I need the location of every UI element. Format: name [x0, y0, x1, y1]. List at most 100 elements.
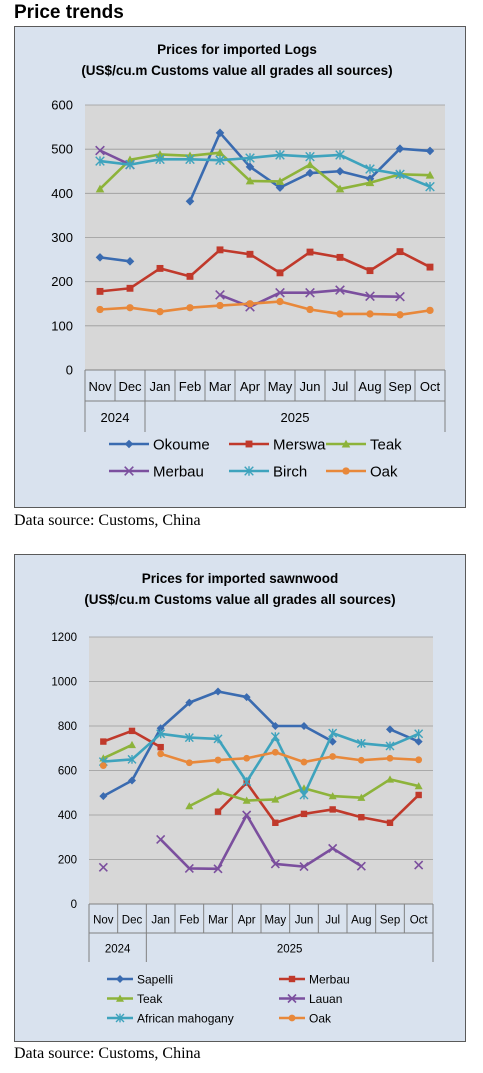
data-point: [156, 729, 166, 739]
legend-marker: [288, 1014, 296, 1022]
x-axis: Nov Dec Jan Feb Mar Apr May Jun Jul Aug Sep Oct 2024…: [88, 903, 434, 962]
data-point: [335, 150, 345, 160]
data-point: [306, 305, 314, 314]
x-tick-label: Feb: [179, 379, 201, 394]
legend-marker: [245, 440, 253, 448]
data-point: [275, 287, 285, 298]
data-point: [185, 196, 195, 206]
data-point: [95, 253, 105, 262]
data-point: [306, 248, 314, 256]
data-point: [156, 308, 164, 316]
data-point: [300, 722, 308, 730]
data-point: [155, 150, 165, 158]
data-point: [357, 793, 366, 801]
x-tick-label: Jul: [325, 915, 340, 927]
x-tick-label: Jun: [300, 379, 321, 394]
data-point: [305, 151, 315, 162]
data-point: [365, 291, 375, 302]
data-point: [213, 864, 223, 874]
data-point: [385, 741, 395, 751]
data-point: [425, 181, 435, 192]
data-point: [184, 733, 194, 743]
y-tick-label: 100: [51, 318, 73, 333]
series-oak: [99, 748, 423, 770]
data-point: [415, 756, 423, 764]
x-tick-label: Feb: [179, 915, 199, 927]
series-line: [389, 728, 420, 743]
y-tick-label: 600: [58, 766, 77, 778]
data-point: [242, 796, 251, 804]
series-line: [99, 300, 431, 317]
data-point: [386, 725, 394, 734]
data-point: [329, 806, 336, 813]
data-point: [358, 814, 365, 821]
x-tick-label: Jan: [151, 915, 170, 927]
y-tick-label: 400: [58, 810, 77, 822]
data-point: [156, 724, 165, 733]
data-point: [126, 284, 134, 292]
data-point: [357, 756, 365, 764]
data-point: [128, 727, 136, 735]
data-point: [242, 693, 251, 702]
series-merswa: [96, 246, 434, 295]
y-tick-label: 0: [66, 363, 73, 378]
legend-item-teak: Teak: [107, 992, 163, 1006]
legend-item-merbau: Merbau: [109, 463, 204, 480]
data-point: [242, 810, 252, 820]
series-line: [99, 256, 131, 263]
data-point: [184, 863, 194, 873]
legend-label: Merswa: [273, 436, 326, 453]
data-point: [328, 728, 338, 738]
data-point: [100, 738, 107, 745]
x-tick-label: Jun: [295, 915, 314, 927]
series-line: [99, 248, 431, 293]
legend-item-birch: Birch: [229, 463, 307, 480]
data-point: [336, 310, 344, 318]
year-group-label: 2025: [281, 410, 310, 425]
sawnwood-chart: Prices for imported sawnwood (US$/cu.m Cu…: [51, 571, 434, 1025]
data-point: [365, 164, 375, 174]
data-point: [300, 758, 308, 766]
data-point: [157, 750, 165, 758]
legend-label: African mahogany: [137, 1011, 234, 1025]
data-point: [329, 753, 337, 760]
x-tick-label: Mar: [209, 379, 232, 394]
legend-marker: [342, 467, 350, 475]
data-point: [275, 150, 285, 160]
data-point: [300, 810, 308, 818]
x-tick-label: Apr: [240, 379, 261, 394]
data-point: [99, 762, 107, 770]
data-point: [157, 743, 164, 751]
x-tick-label: Nov: [93, 915, 114, 927]
data-point: [426, 263, 434, 271]
sawnwood-chart-panel: Prices for imported sawnwood (US$/cu.m Cu…: [14, 554, 466, 1042]
data-point: [414, 737, 423, 746]
x-tick-label: Oct: [410, 915, 429, 927]
y-tick-label: 1200: [51, 632, 77, 644]
data-point: [305, 160, 315, 169]
data-point: [213, 734, 223, 744]
data-point: [126, 304, 134, 312]
legend-label: Merbau: [153, 463, 204, 480]
data-point: [335, 285, 345, 295]
x-tick-label: Sep: [380, 915, 400, 927]
x-tick-label: Jul: [332, 379, 349, 394]
y-tick-label: 200: [58, 855, 77, 867]
data-point: [426, 306, 434, 315]
data-point: [328, 792, 337, 800]
data-point: [328, 843, 338, 853]
data-point: [335, 166, 345, 176]
data-point: [270, 859, 280, 869]
data-point: [215, 290, 225, 300]
y-tick-label: 800: [58, 721, 77, 733]
legend-marker: [288, 975, 296, 983]
data-point: [186, 304, 194, 312]
data-point: [271, 795, 280, 803]
data-point: [335, 184, 345, 193]
data-point: [305, 287, 315, 298]
data-point: [395, 291, 405, 302]
data-point: [415, 791, 422, 799]
data-point: [96, 305, 104, 314]
data-point: [356, 861, 366, 871]
data-point: [185, 154, 195, 165]
